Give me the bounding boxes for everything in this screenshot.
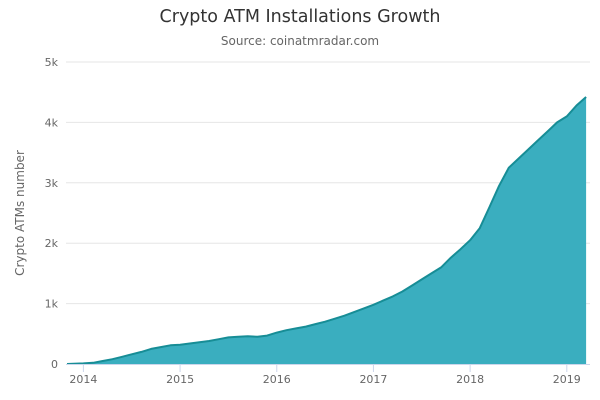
y-tick-label: 0 (51, 358, 58, 371)
y-tick-label: 1k (45, 298, 59, 311)
x-tick-label: 2014 (69, 373, 97, 386)
area-fill (67, 97, 587, 364)
x-tick-label: 2018 (456, 373, 484, 386)
y-tick-label: 5k (45, 56, 59, 69)
chart-title: Crypto ATM Installations Growth (159, 7, 441, 27)
x-tick-label: 2016 (263, 373, 291, 386)
x-tick-label: 2017 (359, 373, 387, 386)
area-series (66, 96, 587, 365)
x-tick-label: 2019 (553, 373, 581, 386)
series-line (66, 96, 587, 365)
y-tick-label: 2k (45, 237, 59, 250)
y-tick-label: 3k (45, 177, 59, 190)
y-tick-label: 4k (45, 116, 59, 129)
chart-subtitle: Source: coinatmradar.com (220, 34, 380, 48)
y-axis-title: Crypto ATMs number (13, 150, 27, 276)
x-tick-label: 2015 (166, 373, 194, 386)
axes: 0 1k 2k 3k 4k 5k 2014 2015 2016 2017 2018 2019 (45, 56, 590, 386)
